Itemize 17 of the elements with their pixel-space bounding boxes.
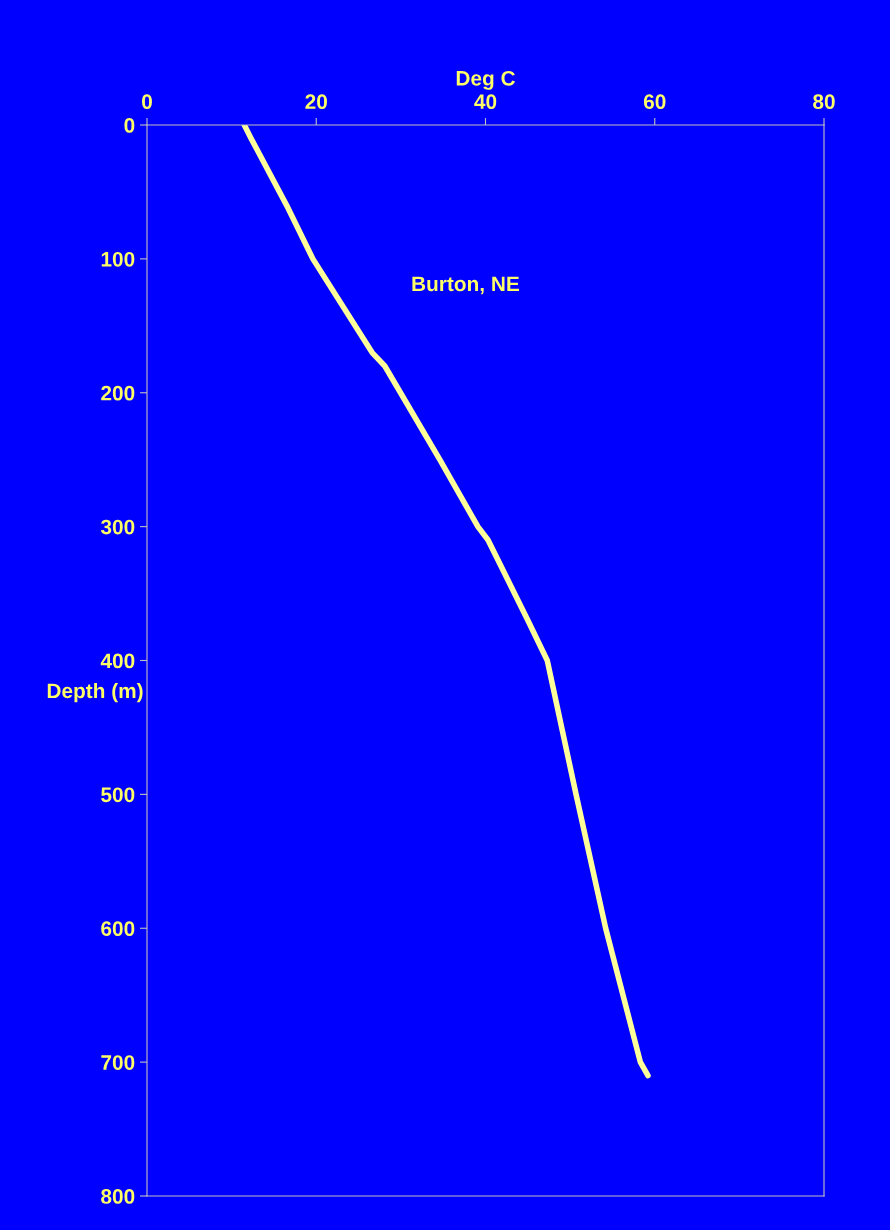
x-tick-label: 20 [305, 94, 327, 110]
x-tick-label: 60 [643, 94, 666, 110]
x-tick-label: 40 [474, 94, 497, 110]
y-tick-label: 600 [101, 921, 135, 936]
y-tick-label: 400 [100, 653, 135, 669]
y-tick-label: 100 [101, 251, 135, 267]
y-tick-label: 300 [100, 519, 135, 535]
y-tick-label: 200 [101, 385, 135, 401]
annotation: Burton, NE [412, 276, 519, 295]
y-tick-label: 500 [101, 787, 135, 803]
y-axis-title: Depth (m) [47, 682, 143, 703]
x-axis-title: Deg C [456, 70, 516, 90]
x-tick-label: 80 [813, 94, 835, 110]
x-tick-label: 0 [142, 94, 152, 110]
y-tick-label: 0 [124, 118, 135, 133]
y-tick-label: 800 [101, 1189, 135, 1204]
y-tick-label: 700 [101, 1055, 135, 1070]
